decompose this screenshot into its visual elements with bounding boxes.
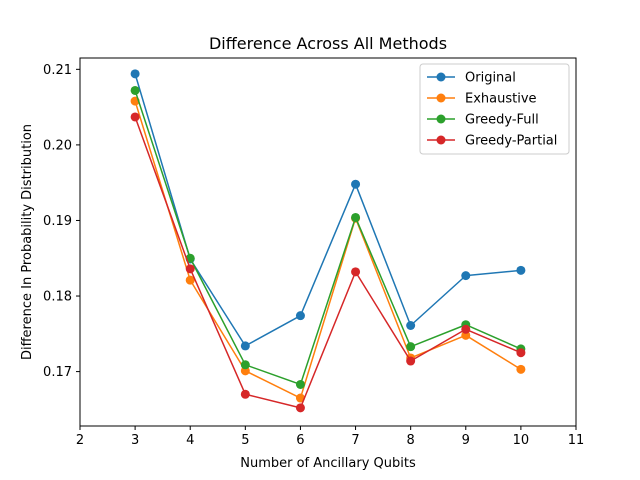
series-line-exhaustive xyxy=(134,100,522,399)
data-point-greedy-full xyxy=(351,212,361,222)
data-point-original xyxy=(240,341,250,351)
x-tick-label: 3 xyxy=(131,433,139,448)
x-tick-label: 6 xyxy=(296,433,304,448)
legend-entry-greedy-partial: Greedy-Partial xyxy=(427,134,557,149)
legend: Original Exhaustive Greedy-Full Greedy-Part… xyxy=(419,63,570,155)
y-tick-label: 0.17 xyxy=(43,365,72,380)
plot-frame xyxy=(79,57,577,427)
data-point-greedy-partial xyxy=(461,324,471,334)
data-point-original xyxy=(351,179,361,189)
series-line-original xyxy=(134,73,521,347)
legend-label: Greedy-Partial xyxy=(465,134,557,149)
legend-swatch-marker xyxy=(436,135,446,145)
data-point-greedy-partial xyxy=(406,356,416,366)
data-point-greedy-partial xyxy=(351,267,361,277)
data-point-exhaustive xyxy=(185,275,195,285)
y-axis-label: Difference In Probability Distribution xyxy=(20,124,35,360)
chart-title: Difference Across All Methods xyxy=(209,34,447,53)
legend-label: Original xyxy=(465,71,516,86)
data-point-exhaustive xyxy=(295,393,305,403)
x-tick-label: 7 xyxy=(351,433,359,448)
plot-area: 2 3 4 5 6 7 8 9 10 11 0.17 0.18 0.19 0.20 0.21 xyxy=(43,57,584,448)
x-tick-label: 5 xyxy=(241,433,249,448)
data-point-greedy-partial xyxy=(130,112,140,122)
data-point-greedy-full xyxy=(295,379,305,389)
y-axis: 0.17 0.18 0.19 0.20 0.21 xyxy=(43,63,80,380)
x-tick-label: 4 xyxy=(186,433,194,448)
legend-label: Exhaustive xyxy=(465,92,537,107)
x-axis-label: Number of Ancillary Qubits xyxy=(240,456,416,471)
y-tick-label: 0.18 xyxy=(43,290,72,305)
x-tick-label: 2 xyxy=(76,433,84,448)
legend-entry-original: Original xyxy=(427,71,516,86)
legend-swatch-marker xyxy=(436,93,446,103)
legend-swatch-marker xyxy=(436,72,446,82)
data-point-exhaustive xyxy=(516,364,526,374)
y-tick-label: 0.19 xyxy=(43,214,72,229)
data-point-original xyxy=(461,271,471,281)
data-point-greedy-partial xyxy=(516,348,526,358)
x-axis: 2 3 4 5 6 7 8 9 10 11 xyxy=(76,426,584,448)
data-point-original xyxy=(130,69,140,79)
data-point-greedy-partial xyxy=(185,264,195,274)
x-tick-label: 8 xyxy=(407,433,415,448)
x-tick-label: 11 xyxy=(568,433,585,448)
legend-entry-greedy-full: Greedy-Full xyxy=(427,113,539,128)
series-layer xyxy=(130,69,526,413)
data-point-original xyxy=(516,265,526,275)
data-point-greedy-partial xyxy=(240,389,250,399)
data-point-greedy-full xyxy=(240,360,250,370)
x-tick-label: 10 xyxy=(513,433,530,448)
series-greedy-partial xyxy=(130,112,526,413)
y-tick-label: 0.20 xyxy=(43,138,72,153)
y-tick-label: 0.21 xyxy=(43,63,72,78)
legend-entry-exhaustive: Exhaustive xyxy=(427,92,537,107)
data-point-greedy-partial xyxy=(295,403,305,413)
data-point-original xyxy=(406,320,416,330)
legend-swatch-marker xyxy=(436,114,446,124)
legend-label: Greedy-Full xyxy=(465,113,539,128)
series-line-greedy-full xyxy=(134,90,522,386)
x-tick-label: 9 xyxy=(462,433,470,448)
series-line-greedy-partial xyxy=(134,116,522,409)
data-point-greedy-full xyxy=(406,342,416,352)
legend-frame xyxy=(419,63,570,155)
data-point-greedy-full xyxy=(130,85,140,95)
data-point-original xyxy=(295,311,305,321)
